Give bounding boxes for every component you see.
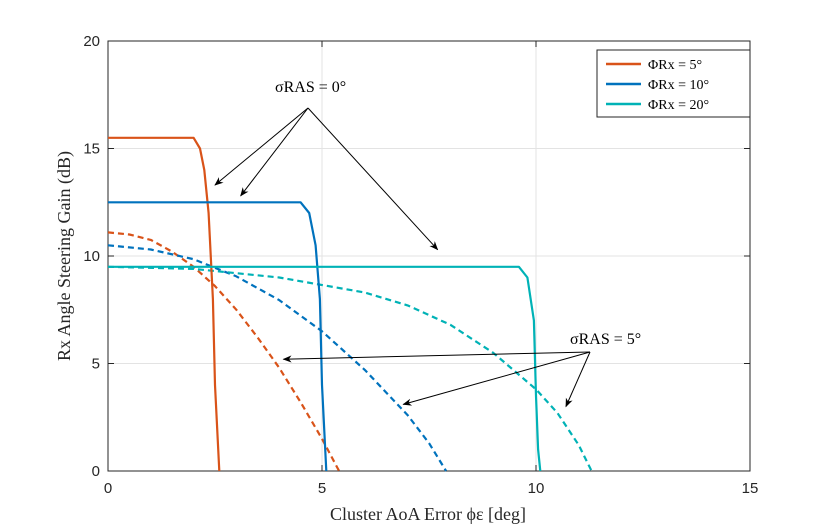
legend-label-phi-5: ΦRx = 5°: [648, 58, 702, 73]
y-tick-label: 20: [83, 33, 100, 50]
solid-series-line-1: [108, 201, 328, 472]
annotations: σRAS = 0° σRAS = 5°: [214, 79, 641, 408]
annotation-arrow: [240, 107, 309, 197]
x-axis-label: Cluster AoA Error ϕε [deg]: [330, 504, 526, 524]
dashed-series-line-4: [107, 244, 448, 472]
series-lines: [107, 136, 593, 472]
annotation-arrow: [307, 107, 439, 251]
dashed-series-line-5: [107, 265, 593, 472]
annotation-arrow: [282, 351, 591, 363]
axis-ticks: 0 5 10 15 0 5 10 15 20: [83, 33, 758, 497]
y-tick-label: 0: [92, 463, 100, 480]
x-tick-label: 0: [104, 480, 112, 497]
y-tick-label: 5: [92, 356, 100, 373]
solid-series-line-0: [108, 136, 221, 472]
x-tick-label: 10: [528, 480, 545, 497]
annotation-label: σRAS = 0°: [275, 79, 346, 96]
solid-series-line-2: [108, 265, 542, 472]
annotation-arrow: [214, 107, 309, 186]
x-tick-label: 15: [742, 480, 759, 497]
annotation-arrow: [402, 351, 591, 406]
legend-label-phi-20: ΦRx = 20°: [648, 98, 709, 113]
legend: ΦRx = 5° ΦRx = 10° ΦRx = 20°: [596, 49, 751, 118]
y-axis-label: Rx Angle Steering Gain (dB): [54, 151, 75, 361]
annotation-arrow: [565, 351, 591, 408]
dashed-series-line-3: [107, 231, 341, 472]
y-tick-label: 10: [83, 248, 100, 265]
x-tick-label: 5: [318, 480, 326, 497]
annotation-label: σRAS = 5°: [570, 331, 641, 348]
legend-label-phi-10: ΦRx = 10°: [648, 78, 709, 93]
y-tick-label: 15: [83, 141, 100, 158]
